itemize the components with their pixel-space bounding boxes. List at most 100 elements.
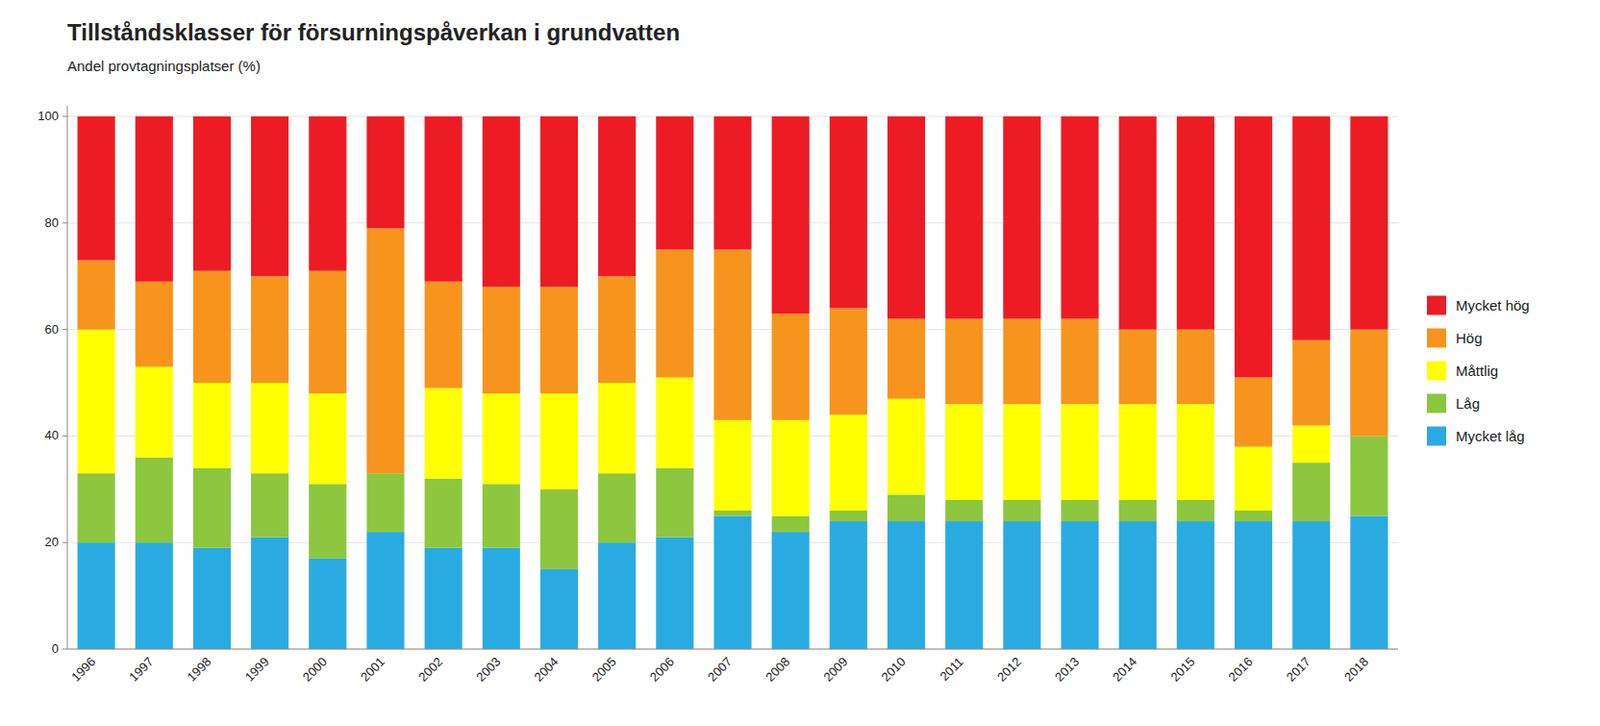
x-tick-label: 2014 <box>1109 654 1140 685</box>
x-tick-label: 2013 <box>1051 654 1082 685</box>
bar-segment <box>945 500 983 522</box>
bar-segment <box>772 531 810 650</box>
x-tick-label: 2005 <box>589 654 620 685</box>
bar-segment <box>135 281 174 368</box>
bar-segment <box>482 548 521 650</box>
bar-segment <box>425 548 463 650</box>
x-tick-label: 2016 <box>1225 654 1256 685</box>
bar-segment <box>308 271 347 394</box>
bar-segment <box>1234 521 1273 650</box>
bar-segment <box>308 483 347 559</box>
x-tick-label: 2018 <box>1341 654 1372 685</box>
bar-segment <box>945 319 983 405</box>
chart-container: Tillståndsklasser för försurningspåverka… <box>0 0 1600 726</box>
bar-segment <box>1292 425 1330 463</box>
bar-segment <box>887 494 925 522</box>
x-tick-label: 2007 <box>704 654 735 685</box>
y-tick <box>62 649 68 650</box>
bar-segment <box>135 116 174 282</box>
y-tick-label: 60 <box>45 322 59 337</box>
bar-segment <box>1002 403 1041 500</box>
x-tick-label: 2008 <box>762 654 793 685</box>
bar-segment <box>655 377 694 469</box>
x-tick-label: 2001 <box>357 654 388 685</box>
bar-segment <box>1176 521 1215 650</box>
bar-segment <box>829 414 868 511</box>
y-tick-label: 20 <box>45 534 59 550</box>
bar-segment <box>77 116 116 261</box>
bar-segment <box>250 537 289 650</box>
x-tick-label: 1999 <box>242 654 273 685</box>
title: Tillståndsklasser för försurningspåverka… <box>67 19 680 46</box>
bar-segment <box>1119 521 1157 650</box>
x-tick-label: 2003 <box>473 654 503 685</box>
bar-segment <box>1350 435 1388 516</box>
bar-segment <box>655 468 694 538</box>
bar-segment <box>540 489 578 570</box>
bar-segment <box>308 558 347 650</box>
bar-segment <box>887 399 925 496</box>
x-tick-label: 2011 <box>936 654 966 684</box>
bars <box>77 116 1389 650</box>
bar-segment <box>193 382 231 469</box>
legend-label: Hög <box>1455 329 1483 347</box>
bar-segment <box>540 569 578 650</box>
bar-segment <box>425 478 463 549</box>
legend-swatch <box>1426 361 1447 381</box>
bar-segment <box>598 382 636 474</box>
y-tick <box>62 222 68 224</box>
bar-segment <box>308 116 347 272</box>
y-tick-label: 80 <box>45 215 59 230</box>
bar-segment <box>598 275 636 383</box>
bar-segment <box>713 516 751 650</box>
bar-segment <box>655 250 694 378</box>
y-tick-label: 0 <box>51 641 59 656</box>
bar-segment <box>135 457 174 544</box>
bar-segment <box>655 116 694 250</box>
bar-segment <box>1060 116 1099 319</box>
bar-segment <box>945 116 983 319</box>
bar-segment <box>193 116 231 272</box>
bar-segment <box>366 531 404 650</box>
x-tick-label: 2002 <box>415 654 446 685</box>
y-tick-label: 100 <box>37 108 59 124</box>
y-axis-line <box>67 105 69 650</box>
bar-segment <box>1119 329 1157 405</box>
x-tick-label: 2017 <box>1283 654 1314 685</box>
bar-segment <box>250 382 289 474</box>
bar-segment <box>135 542 174 650</box>
bar-segment <box>308 393 347 484</box>
x-tick-label: 2004 <box>531 654 562 685</box>
bar-segment <box>1350 116 1388 330</box>
subtitle: Andel provtagningsplatser (%) <box>67 57 261 75</box>
bar-segment <box>193 548 231 650</box>
bar-segment <box>366 116 404 228</box>
bar-segment <box>829 510 868 522</box>
x-tick-label: 2015 <box>1167 654 1198 685</box>
x-tick-label: 2006 <box>647 654 677 685</box>
bar-segment <box>1292 521 1330 650</box>
bar-segment <box>250 473 289 537</box>
y-tick <box>62 328 68 330</box>
bar-segment <box>425 116 463 282</box>
bar-segment <box>598 542 636 650</box>
x-tick-label: 2000 <box>300 654 330 685</box>
bar-segment <box>1176 329 1215 405</box>
legend-label: Mycket låg <box>1455 427 1525 445</box>
x-tick-label: 2009 <box>820 654 850 685</box>
bar-segment <box>77 329 116 475</box>
y-tick-label: 40 <box>45 427 59 443</box>
bar-segment <box>1234 510 1273 522</box>
bar-segment <box>193 468 231 549</box>
bar-segment <box>1060 319 1099 405</box>
bar-segment <box>772 313 810 421</box>
bar-segment <box>540 116 578 287</box>
legend-swatch <box>1426 426 1447 447</box>
bar-segment <box>713 250 751 421</box>
bar-segment <box>655 537 694 650</box>
bar-segment <box>1002 521 1041 650</box>
bar-segment <box>135 366 174 457</box>
bar-segment <box>482 286 521 394</box>
bar-segment <box>482 483 521 548</box>
legend-swatch <box>1426 328 1447 349</box>
